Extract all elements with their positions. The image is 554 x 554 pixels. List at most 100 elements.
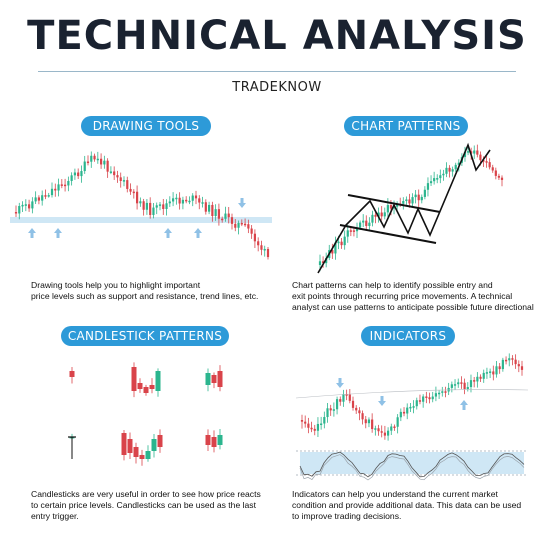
candle-body — [60, 184, 63, 186]
candle-body — [214, 209, 217, 216]
candle-body — [155, 205, 158, 208]
candle-body — [441, 391, 444, 393]
candle-body — [230, 217, 234, 224]
candle-body — [390, 426, 393, 431]
candlestick-patterns-description: Candlesticks are very useful in order to… — [31, 489, 261, 522]
candle-body — [205, 373, 211, 385]
candle-body — [371, 214, 374, 223]
candle-body — [451, 169, 454, 172]
candle-body — [198, 198, 201, 203]
candle-body — [374, 428, 377, 430]
description-line: condition and provide additional data. T… — [292, 500, 522, 510]
candle-body — [217, 209, 221, 219]
candle-body — [243, 223, 247, 226]
candle-body — [380, 212, 383, 217]
candle-body — [191, 195, 194, 201]
candle-body — [412, 406, 415, 408]
candle-body — [450, 384, 453, 388]
oscillator-line — [299, 451, 525, 478]
candle-body — [479, 154, 482, 161]
candle-body — [417, 194, 420, 201]
candle-body — [316, 423, 320, 431]
candle-body — [408, 199, 411, 204]
down-arrow-icon — [336, 378, 344, 388]
candle-body — [57, 184, 60, 191]
candle-body — [469, 380, 473, 388]
candle-body — [392, 206, 396, 209]
candle-body — [63, 184, 67, 187]
candle-body — [365, 220, 368, 226]
candle-body — [423, 189, 426, 197]
description-line: Indicators can help you understand the c… — [292, 489, 498, 499]
candle-body — [411, 197, 414, 204]
candle-body — [34, 197, 37, 202]
candle-body — [476, 150, 479, 155]
candle-body — [135, 191, 139, 204]
up-arrow-icon — [28, 228, 36, 238]
candle-body — [431, 396, 434, 400]
candle-body — [90, 155, 93, 162]
candle-body — [122, 180, 126, 182]
down-arrow-icon — [238, 198, 246, 208]
candle-body — [217, 371, 223, 387]
candle-body — [260, 245, 263, 250]
candle-body — [466, 387, 469, 390]
candle-body — [116, 175, 119, 178]
candle-body — [491, 167, 494, 171]
candle-body — [492, 371, 495, 375]
candle-body — [142, 201, 145, 210]
candle-body — [157, 435, 163, 447]
candle-body — [263, 248, 266, 251]
candle-body — [409, 406, 412, 409]
candle-body — [323, 417, 326, 424]
zigzag-pattern-line — [317, 142, 491, 274]
drawing-tools-description: Drawing tools help you to highlight impo… — [31, 280, 258, 302]
candle-body — [188, 200, 191, 203]
title-divider — [38, 71, 516, 72]
candle-body — [211, 375, 217, 383]
candle-body — [204, 202, 207, 212]
candle-body — [485, 161, 488, 163]
candle-body — [331, 250, 334, 254]
candle-body — [349, 230, 352, 232]
candle-body — [508, 358, 511, 361]
candle-body — [517, 364, 520, 367]
candlestick-patterns-chart — [68, 362, 223, 466]
candle-body — [18, 206, 21, 214]
candle-body — [348, 394, 351, 401]
candle-body — [393, 426, 396, 428]
candle-body — [399, 411, 402, 418]
candle-body — [346, 230, 349, 237]
candle-body — [396, 417, 399, 427]
candle-body — [70, 175, 73, 181]
candle-body — [358, 410, 361, 414]
candle-body — [444, 391, 447, 393]
candle-body — [151, 439, 157, 451]
candle-body — [479, 376, 482, 379]
candle-body — [132, 191, 135, 194]
candle-body — [129, 188, 132, 192]
candle-body — [463, 382, 466, 390]
candle-body — [207, 204, 211, 212]
up-arrow-icon — [194, 228, 202, 238]
oscillator-signal-line — [299, 454, 525, 481]
moving-average-line — [295, 389, 529, 399]
candle-body — [485, 372, 489, 374]
candle-body — [158, 204, 162, 206]
candle-body — [473, 380, 476, 382]
candle-body — [520, 366, 524, 370]
candle-body — [332, 409, 335, 411]
candle-body — [181, 199, 185, 204]
candle-body — [488, 162, 491, 168]
down-arrow-icon — [378, 396, 386, 406]
candle-body — [234, 223, 237, 228]
candle-body — [126, 180, 129, 189]
candle-body — [514, 359, 517, 365]
candle-body — [106, 160, 109, 172]
candle-body — [257, 241, 260, 246]
candle-body — [44, 195, 47, 197]
description-line: Drawing tools help you to highlight impo… — [31, 280, 201, 290]
candle-body — [345, 394, 348, 396]
candle-body — [143, 387, 149, 393]
candle-body — [149, 385, 155, 389]
